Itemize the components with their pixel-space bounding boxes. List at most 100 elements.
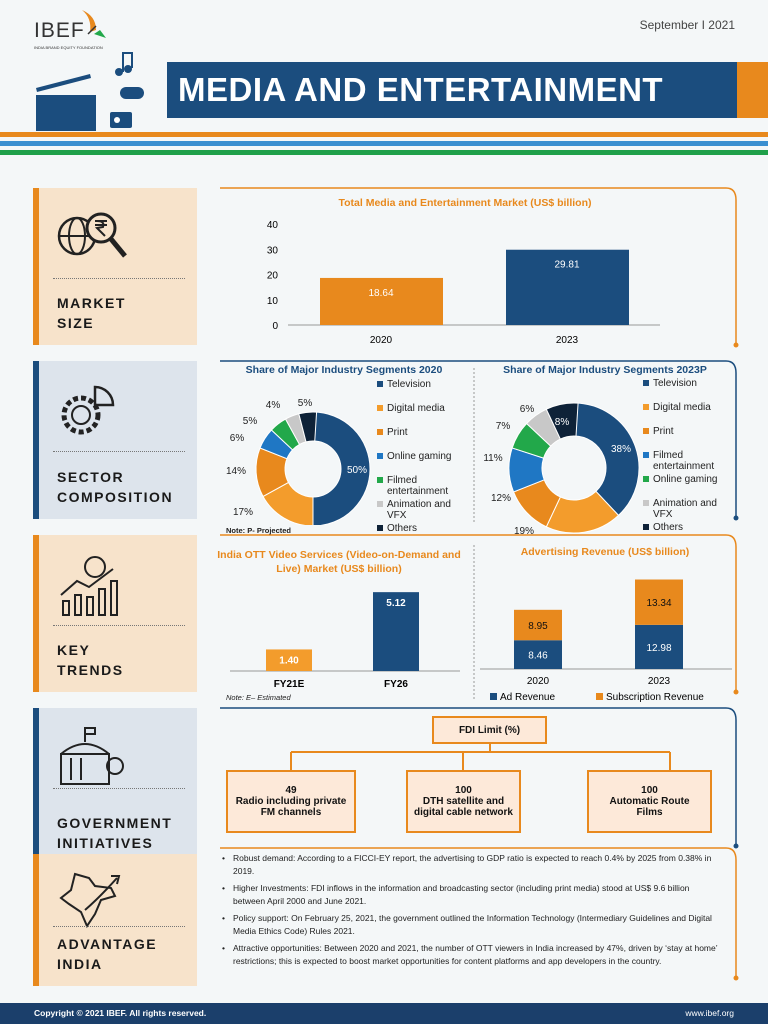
pie-2023-legend: Television Digital media Print Filmed enter…: [643, 378, 731, 536]
stripe-orange: [0, 132, 768, 137]
bar-value-label: 12.98: [646, 643, 671, 654]
pie-2020-chart: 50% 17% 14% 6% 5% 4% 5%: [226, 398, 371, 525]
market-chart-title: Total Media and Entertainment Market (US…: [338, 197, 592, 209]
advantages-list: Robust demand: According to a FICCI-EY r…: [222, 852, 722, 972]
pie-2023-title: Share of Major Industry Segments 2023P: [503, 364, 707, 376]
advertising-revenue-chart: 8.46 8.95 2020 12.98 13.34 2023 Ad Revenue Subs…: [480, 579, 732, 703]
legend-label: Subscription Revenue: [606, 692, 704, 703]
section-key-trends: KEY TRENDS: [33, 535, 197, 692]
bar-segment-ad-revenue: [514, 640, 562, 669]
slice-value-label: 17%: [233, 507, 253, 518]
legend-item: Digital media: [643, 402, 728, 413]
stripe-green: [0, 150, 768, 155]
fdi-value: 100: [641, 785, 658, 796]
legend-item: Filmed entertainment: [377, 475, 462, 497]
pie-slice-others: [298, 411, 318, 443]
list-item: Higher Investments: FDI inflows in the i…: [222, 882, 722, 907]
stripe-blue: [0, 141, 768, 146]
bar-segment-subscription-revenue: [514, 609, 562, 641]
bar-value-label: 5.12: [386, 598, 406, 609]
bar-FY26: [373, 592, 419, 671]
legend-item: Print: [377, 427, 462, 438]
music-note-icon: [115, 52, 133, 76]
list-item: Robust demand: According to a FICCI-EY r…: [222, 852, 722, 877]
legend-swatch: [643, 452, 649, 458]
bar-FY21E: [266, 649, 312, 671]
section-government-initiatives: GOVERNMENT INITIATIVES: [33, 708, 197, 865]
ibef-bird-logo-icon: [82, 10, 106, 38]
section-label: MARKET SIZE: [57, 295, 126, 331]
slice-value-label: 4%: [266, 400, 281, 411]
legend-item: Animation and VFX: [643, 498, 728, 520]
slice-value-label: 11%: [483, 453, 502, 464]
bar-value-label: 8.95: [528, 621, 548, 632]
legend-label: Digital media: [387, 403, 445, 414]
legend-label: Print: [387, 427, 408, 438]
estimated-note: Note: E– Estimated: [226, 693, 291, 702]
pie-slice-television: [573, 402, 640, 517]
legend-swatch: [377, 525, 383, 531]
x-tick-label: 2023: [556, 335, 579, 346]
legend-item: Television: [377, 379, 462, 390]
projected-note: Note: P- Projected: [226, 526, 292, 535]
bar-2023: [506, 249, 629, 325]
legend-label: Print: [653, 426, 674, 437]
slice-value-label: 38%: [611, 444, 631, 455]
title-accent: [737, 62, 768, 118]
fdi-box-dth: 100 DTH satellite and digital cable netwo…: [406, 770, 521, 833]
website-link[interactable]: www.ibef.org: [685, 1008, 734, 1018]
slice-value-label: 6%: [230, 433, 245, 444]
ott-chart: 1.40 FY21E 5.12 FY26: [230, 592, 460, 690]
fdi-text: Automatic Route Films: [609, 796, 690, 818]
legend-item: Online gaming: [643, 474, 728, 485]
market-size-chart: 0 10 20 30 40 18.64 2020 29.81 2023: [267, 220, 660, 346]
bar-value-label: 1.40: [279, 655, 299, 666]
bar-segment-subscription-revenue: [635, 579, 683, 625]
bar-segment-ad-revenue: [635, 624, 683, 669]
legend-item: Others: [377, 523, 462, 534]
slice-value-label: 50%: [347, 465, 367, 476]
pie-slice-television: [312, 411, 371, 525]
ott-chart-title: India OTT Video Services (Video-on-Deman…: [217, 549, 461, 575]
legend-label: Television: [653, 378, 697, 389]
x-tick-label: FY26: [384, 679, 408, 690]
section-advantage-india: ADVANTAGE INDIA: [33, 854, 197, 986]
fdi-value: 49: [285, 785, 297, 796]
government-building-icon: [60, 727, 124, 785]
globe-magnifier-rupee-icon: [57, 212, 127, 258]
bar-value-label: 13.34: [646, 598, 671, 609]
pie-2020-legend: Television Digital media Print Online gamin…: [377, 379, 465, 537]
y-tick-label: 10: [267, 296, 279, 307]
pie-2023-chart: 38% 19% 12% 11% 7% 6% 8%: [483, 402, 640, 537]
section-sector-composition: SECTOR COMPOSITION: [33, 361, 197, 519]
slice-value-label: 8%: [555, 417, 570, 428]
legend-label: Television: [387, 379, 431, 390]
slice-value-label: 14%: [226, 466, 246, 477]
legend-swatch: [643, 404, 649, 410]
list-item: Policy support: On February 25, 2021, th…: [222, 912, 722, 937]
section-label: GOVERNMENT INITIATIVES: [57, 815, 173, 851]
legend-swatch: [643, 428, 649, 434]
slice-value-label: 7%: [496, 421, 511, 432]
section-market-size: MARKET SIZE: [33, 188, 197, 345]
pie-slice-others: [545, 402, 579, 440]
legend-label: Others: [653, 522, 684, 533]
legend-swatch: [377, 405, 383, 411]
legend-label: Ad Revenue: [500, 692, 555, 703]
slice-value-label: 19%: [514, 526, 534, 537]
legend-item: Filmed entertainment: [643, 450, 728, 472]
y-tick-label: 40: [267, 220, 279, 231]
section-label: SECTOR COMPOSITION: [57, 469, 174, 505]
bar-value-label: 8.46: [528, 651, 548, 662]
legend-label: Animation and VFX: [387, 499, 451, 521]
logo-subtext: INDIA BRAND EQUITY FOUNDATION: [34, 45, 103, 50]
legend-label: Online gaming: [653, 474, 718, 485]
legend-item: Digital media: [377, 403, 462, 414]
legend-swatch: [377, 381, 383, 387]
x-tick-label: 2023: [648, 676, 671, 687]
legend-swatch: [596, 693, 603, 700]
bar-value-label: 29.81: [554, 260, 579, 271]
legend-swatch: [643, 500, 649, 506]
